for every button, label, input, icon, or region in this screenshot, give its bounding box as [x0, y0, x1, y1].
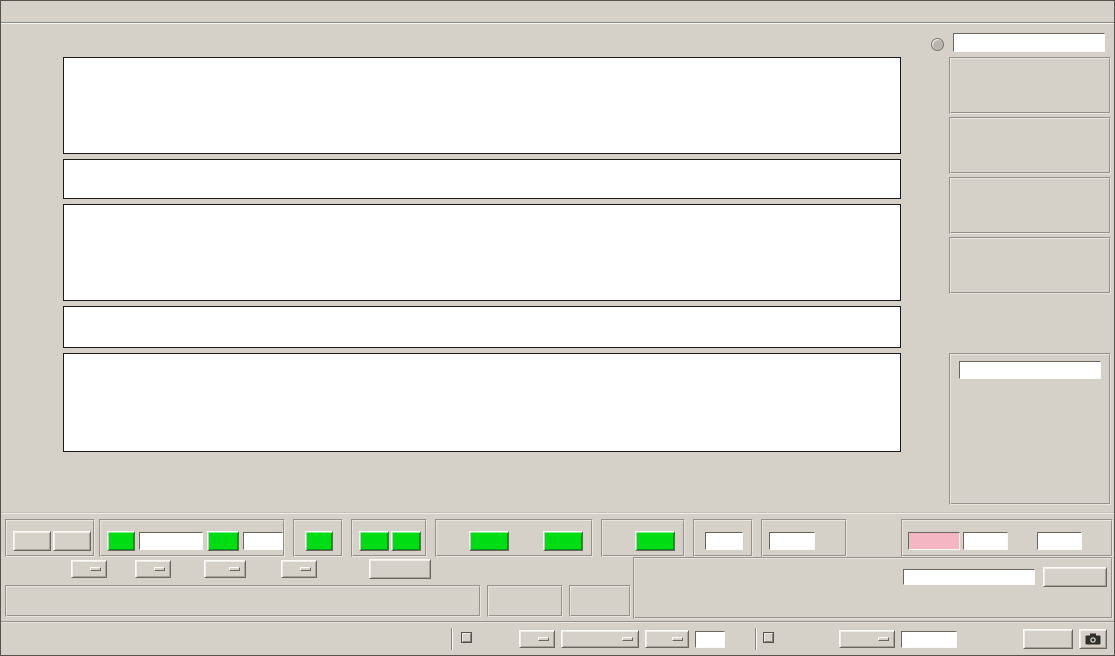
range-qe-minus-dropdown[interactable] [204, 560, 246, 578]
dropdown-indicator-icon [878, 637, 889, 641]
range-dy-dropdown[interactable] [135, 560, 171, 578]
sector-group [5, 585, 481, 617]
rtl-bs-group [601, 519, 685, 557]
fc15-on-button[interactable] [107, 531, 135, 551]
blank-field[interactable] [901, 631, 957, 648]
bpm-label-band [63, 455, 901, 509]
data-timestamp [953, 33, 1105, 52]
sigma-group [569, 585, 631, 617]
busel-on-button[interactable] [305, 531, 333, 551]
interval-dropdown[interactable] [839, 630, 895, 648]
bpm-monitor-panel [949, 353, 1111, 505]
fc15-percent-value [243, 532, 283, 550]
ratio-group [761, 519, 847, 557]
sx-axis-ticks [25, 159, 59, 199]
bunch-select-dropdown[interactable] [645, 630, 689, 648]
sy-axis-ticks [25, 306, 59, 348]
bunch-select-group [487, 585, 563, 617]
resize-button[interactable] [1023, 629, 1073, 649]
show-group [633, 557, 1113, 619]
title-bar [1, 1, 1114, 23]
dropdown-indicator-icon [154, 567, 165, 571]
screenshot-button[interactable] [1079, 629, 1107, 649]
threshold-value [695, 631, 725, 648]
set-ref-button[interactable] [1043, 567, 1107, 587]
separator [1, 512, 1114, 514]
ltr-n01-open-button[interactable] [469, 531, 509, 551]
dropdown-indicator-icon [90, 567, 101, 571]
dropdown-indicator-icon [300, 567, 311, 571]
beam-gate-close-button-2[interactable] [53, 531, 91, 551]
dropdown-indicator-icon [538, 637, 549, 641]
range-dx-dropdown[interactable] [71, 560, 107, 578]
dy-axis-ticks [25, 204, 59, 301]
sx-plot-row [1, 159, 936, 199]
beam-rep-group [901, 519, 1113, 557]
sector-select-dropdown[interactable] [519, 630, 555, 648]
stats-dx-2nd [949, 117, 1111, 174]
charge-plot-row [1, 353, 936, 452]
stats-dy-2nd [949, 237, 1111, 294]
checkbox-icon [461, 632, 472, 643]
bpm-select-dropdown[interactable] [561, 630, 639, 648]
stats-dy-1st [949, 177, 1111, 234]
beam-rep-value2 [963, 532, 1008, 550]
dy-plot-row [1, 204, 936, 301]
ltr-n02-open-button[interactable] [543, 531, 583, 551]
dr-pulse-group [693, 519, 753, 557]
status-bar [1, 621, 1114, 655]
dropdown-indicator-icon [672, 637, 683, 641]
bunch-2nd-button[interactable] [391, 531, 421, 551]
bunch-1st-button[interactable] [359, 531, 389, 551]
beam-gate-group [5, 519, 95, 557]
ref-file-input[interactable] [903, 569, 1035, 585]
separator [451, 628, 453, 650]
checkbox-icon [763, 632, 774, 643]
beam-gate-close-button-1[interactable] [13, 531, 51, 551]
range-qe-plus-dropdown[interactable] [281, 560, 317, 578]
ph-toggle[interactable] [763, 632, 778, 643]
camera-icon [1085, 633, 1101, 645]
sy-plot-row [1, 306, 936, 348]
separator [755, 628, 757, 650]
qe-axis-ticks [25, 353, 59, 452]
dropdown-indicator-icon [622, 637, 633, 641]
dx-axis-ticks [25, 57, 59, 154]
dr-pulse-value [705, 532, 743, 550]
rtl-s01-open-button[interactable] [635, 531, 675, 551]
bunch-gate-group [351, 519, 427, 557]
dropdown-indicator-icon [229, 567, 240, 571]
bpm-monitor-title [959, 361, 1101, 379]
stats-dx-1st [949, 57, 1111, 114]
busel-group [293, 519, 343, 557]
fc15-kv-value [139, 532, 203, 550]
beam-rep-value3 [1037, 532, 1082, 550]
dx-plot-row [1, 57, 936, 154]
chg-th-toggle[interactable] [461, 632, 476, 643]
ratio-value [769, 532, 815, 550]
fc15-group [99, 519, 285, 557]
replot-button[interactable] [369, 559, 431, 579]
beam-rep-rate [908, 532, 960, 550]
qe-plus-axis-ticks [902, 353, 916, 452]
ltr-bs-group [435, 519, 593, 557]
status-indicator-icon [931, 38, 944, 51]
fc15-acc-button[interactable] [207, 531, 239, 551]
